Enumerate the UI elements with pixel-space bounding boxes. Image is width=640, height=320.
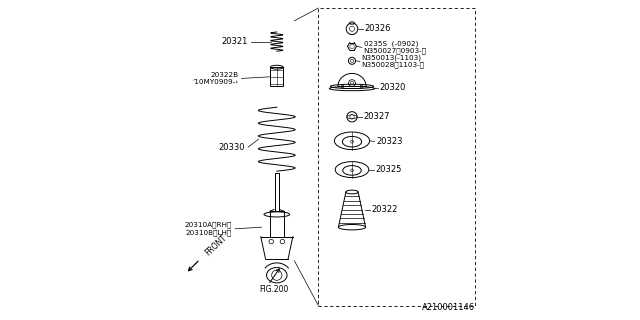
Text: FRONT: FRONT [204, 233, 228, 258]
Text: 20323: 20323 [376, 137, 403, 146]
Text: 20322: 20322 [372, 205, 398, 214]
Text: 20325: 20325 [375, 165, 402, 174]
Text: 20330: 20330 [218, 143, 245, 152]
Bar [270, 67, 283, 86]
Text: 20320: 20320 [380, 83, 406, 92]
Text: 0235S  (-0902)
N350027ゐ0903-〉: 0235S (-0902) N350027ゐ0903-〉 [364, 40, 427, 54]
Text: 20310A〈RH〉
20310B〈LH〉: 20310A〈RH〉 20310B〈LH〉 [184, 222, 232, 236]
Text: 20327: 20327 [364, 112, 390, 121]
Text: FIG.200: FIG.200 [259, 285, 289, 294]
Text: 20321: 20321 [221, 37, 248, 46]
Text: 20322B
’10MY0909-›: 20322B ’10MY0909-› [192, 72, 239, 85]
Text: A210001146: A210001146 [422, 303, 475, 312]
Text: N350013(-1103)
N350028ゐ1103-〉: N350013(-1103) N350028ゐ1103-〉 [362, 54, 425, 68]
Text: 20326: 20326 [365, 24, 391, 33]
